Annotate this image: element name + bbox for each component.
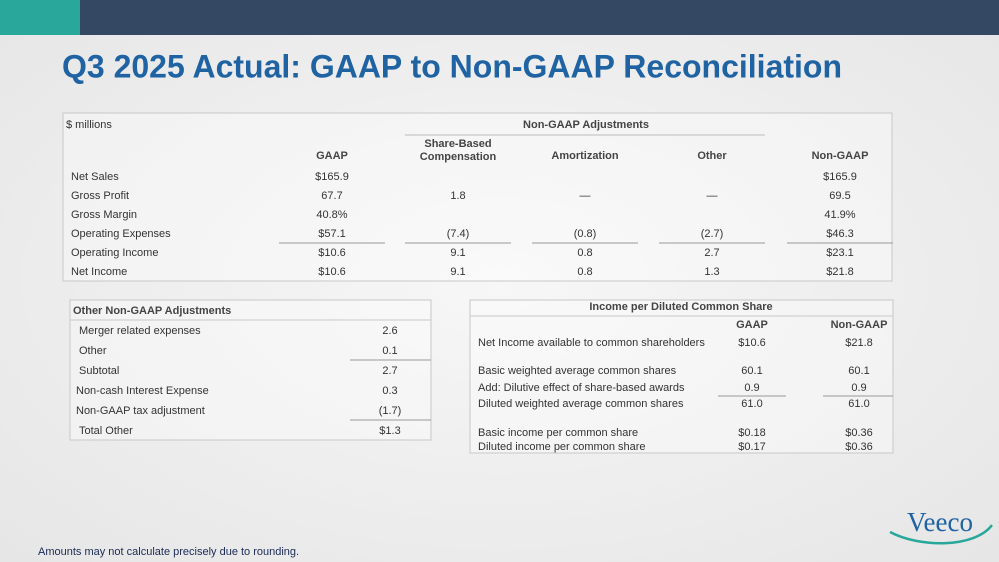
cell: $1.3 (379, 425, 400, 437)
cell: 60.1 (848, 365, 869, 377)
cell: 2.7 (704, 247, 719, 259)
row-label: Add: Dilutive effect of share-based awar… (478, 382, 685, 394)
cell: $10.6 (318, 247, 346, 259)
column-header: Non-GAAP (812, 150, 869, 162)
row-label: Gross Profit (71, 190, 129, 202)
row-label: Net Income (71, 266, 127, 278)
cell: 9.1 (450, 247, 465, 259)
cell: $23.1 (826, 247, 854, 259)
row-label: Net Income available to common sharehold… (478, 337, 705, 349)
cell: 0.8 (577, 247, 592, 259)
row-label: Operating Income (71, 247, 158, 259)
cell: 0.1 (382, 345, 397, 357)
row-label: Merger related expenses (79, 325, 201, 337)
cell: (2.7) (701, 228, 724, 240)
row-label: Diluted income per common share (478, 441, 646, 453)
row-label: Diluted weighted average common shares (478, 398, 684, 410)
row-label: Other (79, 345, 107, 357)
cell: $10.6 (738, 337, 766, 349)
row-label: Basic income per common share (478, 427, 638, 439)
cell: 0.8 (577, 266, 592, 278)
cell: — (707, 190, 718, 202)
title: Q3 2025 Actual: GAAP to Non-GAAP Reconci… (62, 48, 842, 84)
eps-table-frame (469, 299, 894, 454)
row-label: Gross Margin (71, 209, 137, 221)
top-bar (80, 0, 999, 35)
column-header: Non-GAAP (831, 319, 888, 331)
logo-swoosh (889, 524, 994, 545)
cell: 41.9% (824, 209, 855, 221)
cell: 0.9 (851, 382, 866, 394)
cell: 60.1 (741, 365, 762, 377)
main-table-frame (62, 112, 893, 282)
cell: (1.7) (379, 405, 402, 417)
top-accent (0, 0, 80, 35)
cell: $21.8 (826, 266, 854, 278)
column-header: GAAP (736, 319, 768, 331)
cell: 2.7 (382, 365, 397, 377)
column-header: Other (697, 150, 727, 162)
cell: — (580, 190, 591, 202)
row-label: Operating Expenses (71, 228, 171, 240)
cell: 0.3 (382, 385, 397, 397)
table-title: Income per Diluted Common Share (589, 301, 772, 313)
cell: 9.1 (450, 266, 465, 278)
cell: $0.18 (738, 427, 766, 439)
cell: 69.5 (829, 190, 850, 202)
cell: 2.6 (382, 325, 397, 337)
cell: 1.8 (450, 190, 465, 202)
logo: Veeco (907, 507, 973, 537)
cell: (0.8) (574, 228, 597, 240)
cell: $165.9 (823, 171, 857, 183)
cell: 0.9 (744, 382, 759, 394)
cell: 61.0 (741, 398, 762, 410)
cell: 1.3 (704, 266, 719, 278)
cell: $0.17 (738, 441, 766, 453)
row-label: Basic weighted average common shares (478, 365, 677, 377)
cell: 40.8% (316, 209, 347, 221)
table-title: Other Non-GAAP Adjustments (73, 305, 231, 317)
unit-label: $ millions (66, 119, 112, 131)
cell: 61.0 (848, 398, 869, 410)
other-table-frame (69, 299, 432, 441)
column-header-line: Compensation (420, 151, 497, 163)
column-header: Share-Based Compensation (420, 138, 497, 163)
group-header: Non-GAAP Adjustments (523, 119, 649, 131)
row-label: Total Other (79, 425, 133, 437)
column-header-line: Share-Based (424, 138, 491, 150)
cell: $57.1 (318, 228, 346, 240)
cell: $46.3 (826, 228, 854, 240)
column-header: Amortization (551, 150, 619, 162)
cell: 67.7 (321, 190, 342, 202)
cell: $10.6 (318, 266, 346, 278)
column-header: GAAP (316, 150, 348, 162)
row-label: Subtotal (79, 365, 119, 377)
cell: $0.36 (845, 441, 873, 453)
row-label: Net Sales (71, 171, 119, 183)
cell: $165.9 (315, 171, 349, 183)
cell: $0.36 (845, 427, 873, 439)
cell: (7.4) (447, 228, 470, 240)
row-label: Non-cash Interest Expense (76, 385, 209, 397)
cell: $21.8 (845, 337, 873, 349)
row-label: Non-GAAP tax adjustment (76, 405, 205, 417)
footnote: Amounts may not calculate precisely due … (38, 546, 299, 558)
